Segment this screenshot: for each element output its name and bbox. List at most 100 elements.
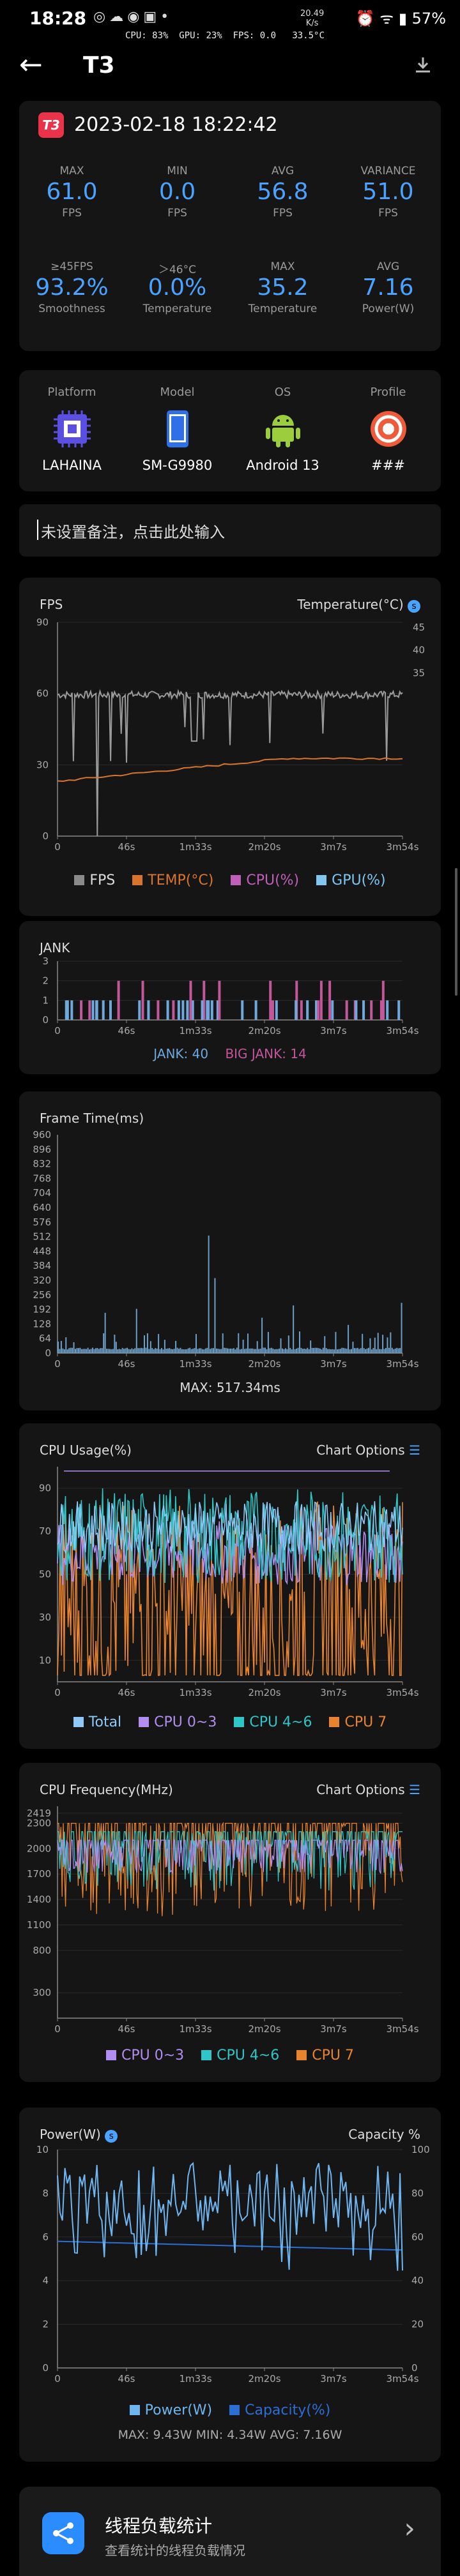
stat-value: 51.0 xyxy=(362,179,414,205)
cpu-frequency-chart-options[interactable]: Chart Options ☰ xyxy=(316,1782,420,1797)
x-tick-label: 0 xyxy=(54,2023,61,2035)
frametime-bar xyxy=(80,1349,82,1353)
frametime-bar xyxy=(156,1348,158,1353)
frametime-bar xyxy=(282,1348,283,1353)
frametime-bar xyxy=(190,1349,192,1353)
legend-cpu-4-6[interactable]: CPU 4~6 xyxy=(201,2048,279,2063)
temperature-axis-title[interactable]: Temperature(°C) s xyxy=(297,597,420,613)
frametime-bar xyxy=(186,1349,188,1353)
frametime-bar xyxy=(270,1347,272,1353)
frametime-bar xyxy=(280,1338,282,1353)
x-tick-label: 3m7s xyxy=(320,1687,347,1698)
x-tick-label: 0 xyxy=(54,1358,61,1370)
jank-chart: 3 2 1 00 46s 1m33s 2m20s 3m7s 3m54s xyxy=(42,956,418,1037)
back-arrow-icon[interactable]: ← xyxy=(19,49,43,81)
legend-cpu-0-3[interactable]: CPU 0~3 xyxy=(139,1714,217,1730)
frametime-bar xyxy=(114,1335,116,1353)
download-icon[interactable] xyxy=(411,54,434,77)
frametime-bar xyxy=(259,1349,261,1353)
frametime-bar xyxy=(353,1348,355,1353)
legend-cpu-4-6[interactable]: CPU 4~6 xyxy=(234,1714,312,1730)
frametime-bar xyxy=(120,1349,122,1353)
y-right-tick: 0 xyxy=(411,2362,418,2374)
legend-cpu[interactable]: CPU(%) xyxy=(231,872,299,888)
stat-value: 7.16 xyxy=(362,274,414,301)
frametime-bar xyxy=(360,1348,362,1353)
jank-bar xyxy=(138,1000,141,1020)
frametime-bar xyxy=(151,1348,153,1353)
big-jank-bar xyxy=(80,1000,83,1020)
frametime-bar xyxy=(358,1349,360,1353)
scrollbar[interactable] xyxy=(455,868,457,996)
frametime-bar xyxy=(220,1349,222,1353)
frametime-bar xyxy=(335,1331,337,1353)
legend-temp[interactable]: TEMP(°C) xyxy=(132,872,213,888)
legend-cpu-7[interactable]: CPU 7 xyxy=(329,1714,387,1730)
legend-cpu-0-3[interactable]: CPU 0~3 xyxy=(105,2048,184,2063)
frametime-bar xyxy=(215,1348,217,1353)
big-jank-bar xyxy=(117,980,120,1020)
big-jank-bar xyxy=(271,1000,274,1020)
stack-icon[interactable]: ☰ xyxy=(409,1442,420,1458)
frametime-bar xyxy=(132,1349,134,1353)
cpu-usage-chart-options[interactable]: Chart Options ☰ xyxy=(316,1442,420,1458)
y-right-tick: 40 xyxy=(411,2275,424,2286)
frametime-bar xyxy=(253,1349,255,1353)
cpu-usage-title: CPU Usage(%) xyxy=(40,1442,132,1458)
note-input[interactable]: 未设置备注，点击此处输入 xyxy=(19,504,441,557)
info-icon[interactable]: s xyxy=(408,600,420,613)
os-info: OS Android 13 xyxy=(246,386,319,473)
legend-cpu-7[interactable]: CPU 7 xyxy=(296,2048,354,2063)
frametime-bar xyxy=(376,1349,378,1353)
info-icon[interactable]: s xyxy=(105,2130,118,2143)
frametime-bar xyxy=(341,1347,343,1353)
jank-bar xyxy=(210,1000,213,1020)
frametime-bar xyxy=(146,1333,148,1353)
jank-bar xyxy=(355,1000,358,1020)
frametime-bar xyxy=(173,1349,175,1353)
battery-status: ⏰ ᯤ ▮ 57% xyxy=(355,10,446,27)
capacity-axis-title: Capacity % xyxy=(348,2127,420,2142)
y-tick: 2419 xyxy=(27,1808,51,1819)
jank-bar xyxy=(65,1000,68,1020)
frametime-bar xyxy=(111,1349,112,1353)
frametime-chart-title: Frame Time(ms) xyxy=(40,1111,144,1126)
frametime-bar xyxy=(264,1347,266,1353)
y-tick: 2300 xyxy=(27,1818,51,1829)
frametime-bar xyxy=(247,1333,249,1353)
legend-gpu[interactable]: GPU(%) xyxy=(316,872,386,888)
frametime-bar xyxy=(107,1349,109,1353)
frametime-bar xyxy=(72,1347,73,1353)
frametime-bar xyxy=(385,1347,387,1353)
stat-0: MAX 61.0 FPS xyxy=(19,165,125,220)
frametime-bar xyxy=(308,1349,310,1353)
legend-capacity[interactable]: Capacity(%) xyxy=(229,2402,330,2418)
stat-value: 56.8 xyxy=(257,179,309,205)
frametime-bar xyxy=(142,1348,144,1353)
legend-fps[interactable]: FPS xyxy=(74,872,115,888)
device-info-card: Platform LAHAINA Model SM-G9980 OS Andro… xyxy=(19,370,441,491)
frametime-bar xyxy=(296,1348,298,1353)
frametime-bar xyxy=(96,1347,98,1353)
profile-info: Profile ### xyxy=(335,386,441,473)
frametime-bar xyxy=(338,1349,340,1353)
x-tick-label: 3m7s xyxy=(320,841,347,853)
y-tick: 50 xyxy=(39,1569,51,1580)
x-tick-label: 46s xyxy=(118,1025,135,1037)
frametime-bar xyxy=(84,1349,86,1353)
stack-icon[interactable]: ☰ xyxy=(409,1782,420,1797)
y-tick: 384 xyxy=(33,1260,51,1271)
frametime-bar xyxy=(279,1348,280,1353)
frametime-bar xyxy=(141,1347,142,1353)
stat-2: AVG 56.8 FPS xyxy=(230,165,335,220)
legend-power[interactable]: Power(W) xyxy=(129,2402,212,2418)
jank-bar xyxy=(109,1000,112,1020)
thread-load-card[interactable]: 线程负载统计 查看统计的线程负载情况 › xyxy=(19,2487,441,2576)
frametime-bar xyxy=(121,1347,123,1353)
frametime-bar xyxy=(342,1347,344,1353)
frametime-bar xyxy=(183,1349,185,1353)
y-tick: 576 xyxy=(33,1217,51,1228)
legend-total[interactable]: Total xyxy=(73,1714,121,1730)
frametime-bar xyxy=(310,1340,312,1353)
frametime-bar xyxy=(184,1349,186,1353)
